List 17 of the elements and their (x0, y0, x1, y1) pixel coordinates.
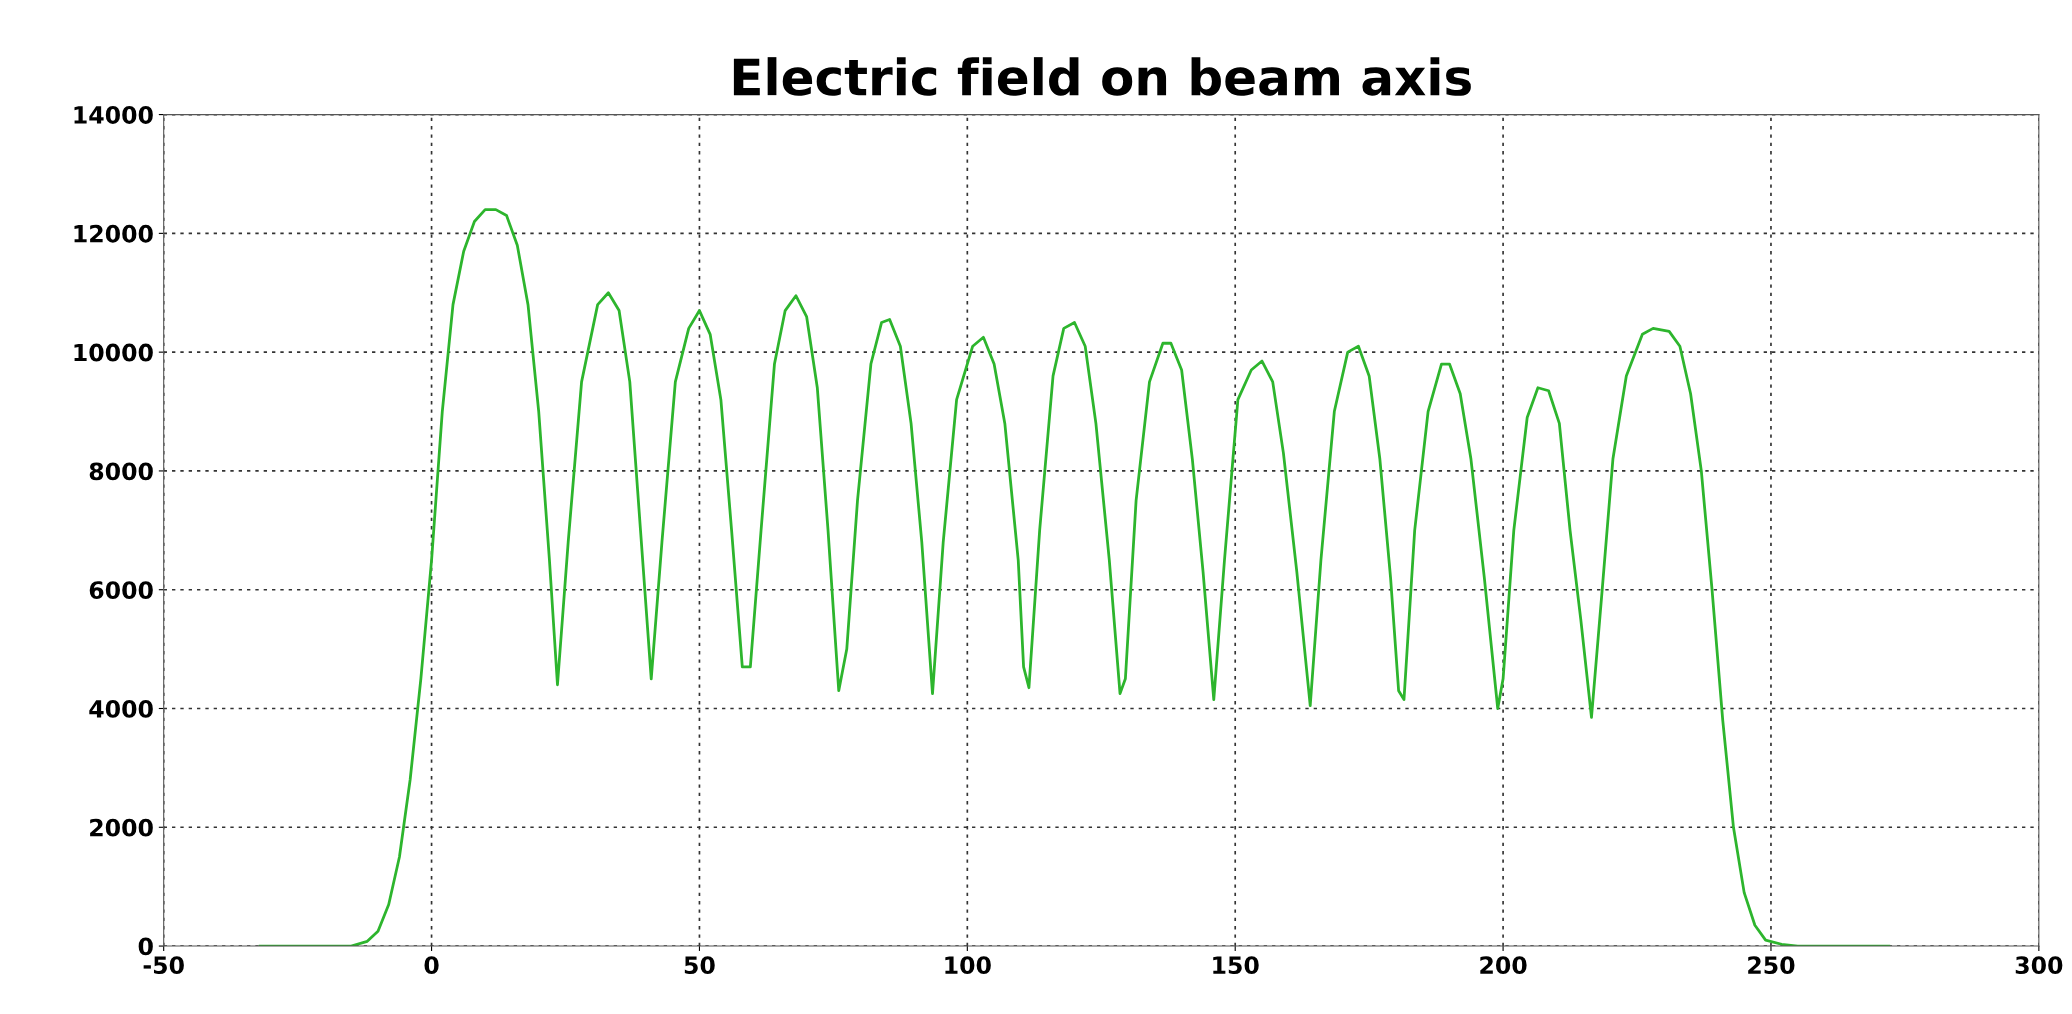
y-tick-label: 4000 (89, 699, 153, 718)
chart-title: Electric field on beam axis (733, 57, 1471, 96)
x-tick-label: 300 (2015, 956, 2063, 975)
y-tick-label: 14000 (74, 106, 153, 124)
y-tick-label: 10000 (74, 343, 153, 362)
y-tick-label: 2000 (90, 818, 153, 837)
x-tick-label: 50 (684, 956, 715, 975)
x-tick-label: 100 (945, 956, 991, 975)
y-tick-label: 12000 (74, 224, 153, 243)
y-tick-label: 0 (138, 937, 153, 956)
x-tick-label: 150 (1213, 956, 1259, 975)
y-tick-label: 6000 (89, 581, 153, 600)
y-tick-label: 8000 (89, 462, 153, 481)
x-tick-label: 250 (1748, 956, 1795, 975)
x-tick-label: -50 (143, 956, 184, 975)
x-tick-label: 0 (424, 956, 439, 975)
x-tick-label: 200 (1480, 956, 1527, 975)
